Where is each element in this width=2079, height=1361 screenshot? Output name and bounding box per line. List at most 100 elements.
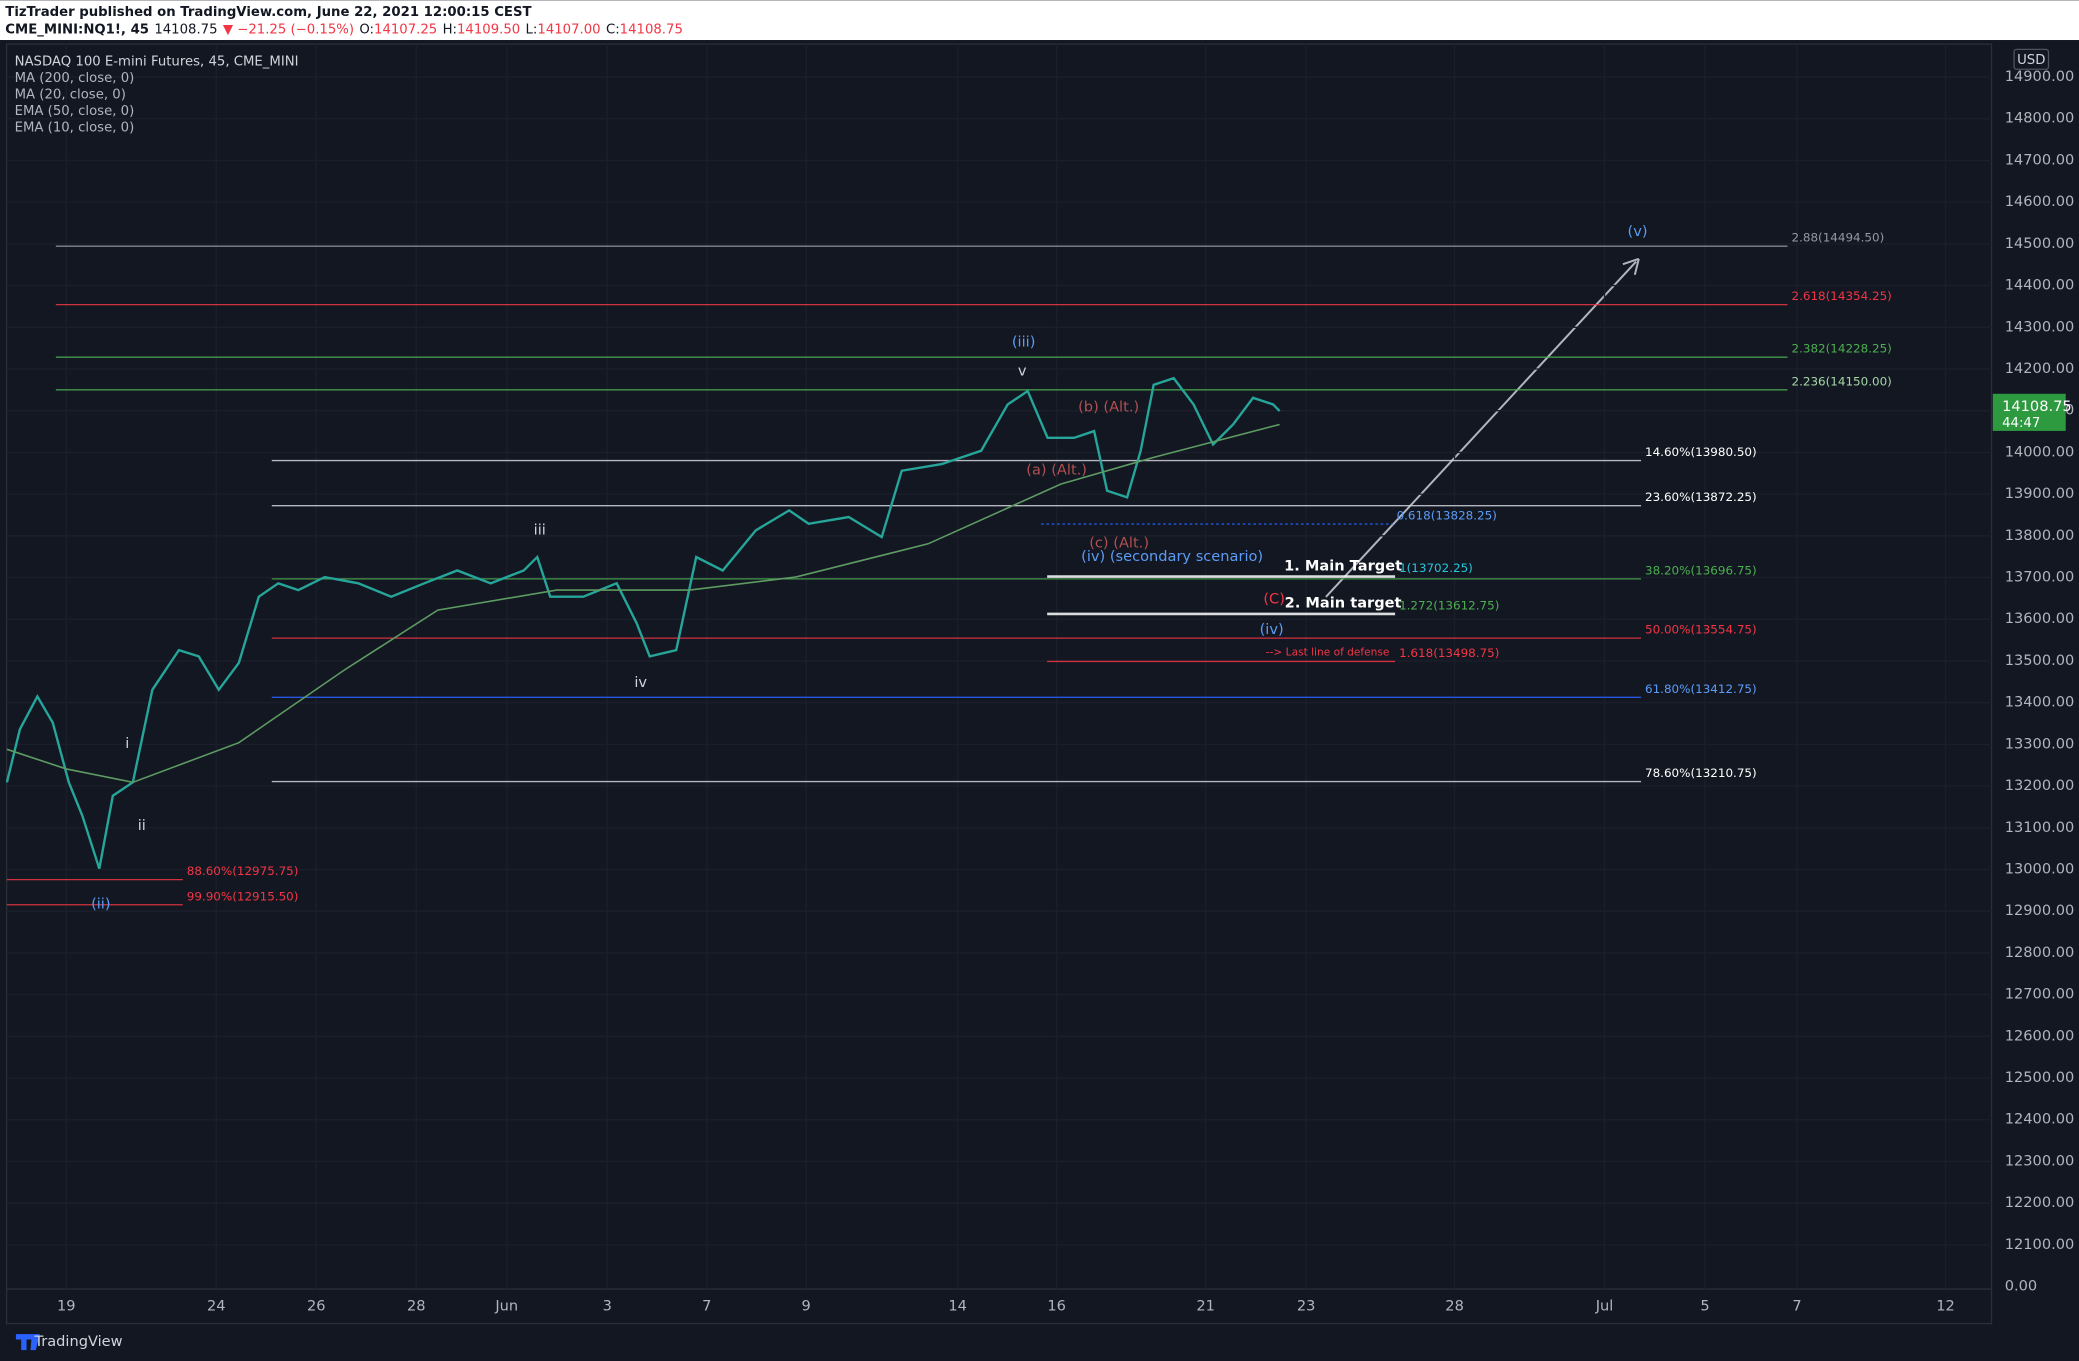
x-tick-label: 21	[1196, 1297, 1215, 1314]
y-tick-label: 13300.00	[2005, 735, 2075, 752]
x-tick-label: 5	[1700, 1297, 1709, 1314]
wave-label: --> Last line of defense	[1266, 647, 1390, 659]
fib-label: 99.90%(12915.50)	[187, 889, 299, 903]
wave-label: (iv)	[1260, 621, 1284, 638]
fib-label: 2.236(14150.00)	[1792, 374, 1892, 388]
y-tick-label: 13900.00	[2005, 485, 2075, 502]
y-tick-label: 12200.00	[2005, 1194, 2075, 1211]
y-tick-label: 12900.00	[2005, 902, 2075, 919]
fib-label: 14.60%(13980.50)	[1645, 445, 1757, 459]
legend-entry: NASDAQ 100 E-mini Futures, 45, CME_MINI	[15, 54, 299, 69]
wave-label: (ii)	[91, 896, 110, 913]
y-tick-label: 12800.00	[2005, 944, 2075, 961]
quote-part: 14109.50	[457, 22, 520, 37]
x-tick-label: 28	[407, 1297, 426, 1314]
quote-part: ▼ −21.25 (−0.15%)	[223, 22, 354, 37]
x-tick-label: 9	[802, 1297, 811, 1314]
quote-part: H:	[443, 22, 457, 37]
wave-label: v	[1018, 362, 1027, 379]
quote-text: CME_MINI:NQ1!, 45 14108.75 ▼ −21.25 (−0.15…	[5, 22, 683, 37]
y-tick-label: 13200.00	[2005, 777, 2075, 794]
fib-label: 50.00%(13554.75)	[1645, 623, 1757, 637]
wave-label: 2. Main target	[1285, 594, 1402, 611]
currency: USD	[2017, 53, 2045, 68]
quote-part: 14108.75	[620, 22, 683, 37]
wave-label: (v)	[1628, 223, 1648, 240]
byline: TizTrader published on TradingView.com, …	[5, 5, 531, 20]
y-tick-label: 13700.00	[2005, 569, 2075, 586]
tv-logo	[15, 1334, 40, 1351]
wave-label: ii	[138, 817, 146, 834]
wave-label: (b) (Alt.)	[1078, 398, 1139, 415]
wave-label: (a) (Alt.)	[1026, 462, 1087, 479]
fib-label: 2.618(14354.25)	[1792, 289, 1892, 303]
y-bottom-label: 0.00	[2005, 1277, 2037, 1294]
x-tick-label: Jul	[1595, 1297, 1614, 1314]
fib-label: 1.272(13612.75)	[1399, 598, 1499, 612]
y-tick-label: 12400.00	[2005, 1111, 2075, 1128]
y-tick-label: 12700.00	[2005, 986, 2075, 1003]
plot-frame	[5, 43, 1993, 1325]
wave-label: i	[125, 735, 129, 752]
wave-label: 1. Main Target	[1284, 557, 1402, 574]
quote-part: 14107.00	[537, 22, 600, 37]
price-tag-countdown: 44:47	[2002, 416, 2040, 431]
y-tick-label: 12500.00	[2005, 1069, 2075, 1086]
fib-label: 2.382(14228.25)	[1792, 342, 1892, 356]
quote-part: L:	[526, 22, 538, 37]
quote-part: O:	[359, 22, 374, 37]
fib-label: 78.60%(13210.75)	[1645, 766, 1757, 780]
quote: CME_MINI:NQ1!, 45 14108.75 ▼ −21.25 (−0.15…	[5, 22, 683, 37]
y-tick-label: 14700.00	[2005, 151, 2075, 168]
fib-label: 61.80%(13412.75)	[1645, 682, 1757, 696]
y-tick-label: 13800.00	[2005, 527, 2075, 544]
fib-label: 23.60%(13872.25)	[1645, 490, 1757, 504]
wave-label: (iv) (secondary scenario)	[1081, 548, 1263, 565]
x-tick-label: 14	[948, 1297, 967, 1314]
fib-label: 1(13702.25)	[1399, 561, 1473, 575]
quote-part: CME_MINI:NQ1!, 45	[5, 22, 149, 37]
series-line	[6, 423, 1280, 784]
x-tick-label: 12	[1936, 1297, 1955, 1314]
wave-label: (c) (Alt.)	[1089, 535, 1149, 552]
y-tick-label: 14000.00	[2005, 443, 2075, 460]
x-tick-label: 16	[1047, 1297, 1066, 1314]
x-tick-label: 19	[57, 1297, 76, 1314]
fib-label: 1.618(13498.75)	[1399, 646, 1499, 660]
fib-label: 0.618(13828.25)	[1397, 509, 1497, 523]
x-tick-label: 28	[1445, 1297, 1464, 1314]
y-tick-label: 14300.00	[2005, 318, 2075, 335]
y-tick-label: 13500.00	[2005, 652, 2075, 669]
arrow	[1325, 257, 1640, 598]
wave-label: (iii)	[1012, 333, 1036, 350]
price-tag-label: 14108.75	[2002, 398, 2072, 415]
fib-label: 88.60%(12975.75)	[187, 864, 299, 878]
y-tick-label: 13600.00	[2005, 610, 2075, 627]
legend-entry: EMA (10, close, 0)	[15, 121, 135, 136]
quote-part: 14107.25	[374, 22, 437, 37]
x-tick-label: Jun	[494, 1297, 518, 1314]
currency-box	[2013, 48, 2050, 70]
arrow-head	[1622, 257, 1640, 276]
y-tick-label: 14600.00	[2005, 193, 2075, 210]
x-tick-label: 23	[1297, 1297, 1316, 1314]
y-tick-label: 14400.00	[2005, 277, 2075, 294]
wave-label: iv	[634, 674, 647, 691]
x-tick-label: 26	[307, 1297, 326, 1314]
series-line	[5, 376, 1281, 870]
quote-part: 14108.75	[154, 22, 217, 37]
x-tick-label: 7	[1792, 1297, 1801, 1314]
legend-entry: MA (200, close, 0)	[15, 71, 135, 86]
y-tick-label: 13000.00	[2005, 860, 2075, 877]
arrow-line	[1325, 260, 1637, 598]
y-tick-label: 12100.00	[2005, 1236, 2075, 1253]
fib-label: 38.20%(13696.75)	[1645, 563, 1757, 577]
y-tick-label: 14900.00	[2005, 68, 2075, 85]
price-tag	[1992, 393, 2066, 431]
y-tick-label: 12300.00	[2005, 1152, 2075, 1169]
chart-bg	[0, 40, 2079, 1361]
wave-label: (C)	[1263, 591, 1285, 608]
x-tick-label: 7	[702, 1297, 711, 1314]
y-tick-label: 14200.00	[2005, 360, 2075, 377]
